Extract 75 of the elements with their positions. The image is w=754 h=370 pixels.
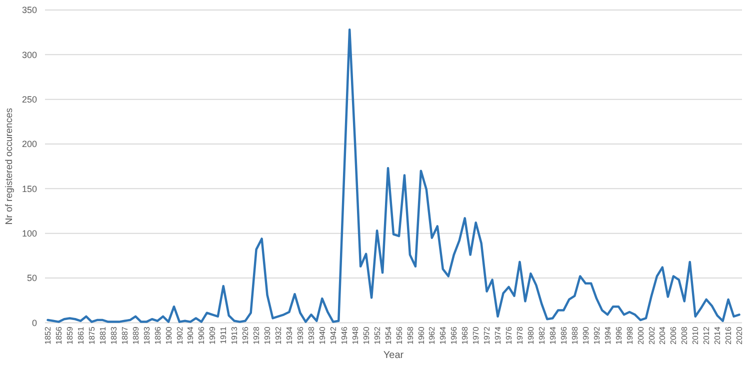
x-tick-label: 1859 bbox=[65, 326, 74, 344]
x-tick-label: 1904 bbox=[186, 326, 196, 344]
x-tick-label: 1930 bbox=[263, 326, 272, 344]
x-tick-label: 1998 bbox=[625, 326, 634, 344]
x-tick-label: 2014 bbox=[713, 326, 722, 344]
x-tick-label: 1966 bbox=[450, 326, 459, 344]
x-tick-label: 1942 bbox=[328, 326, 338, 344]
x-tick-label: 1938 bbox=[306, 326, 316, 344]
x-tick-label: 1960 bbox=[416, 326, 426, 344]
y-axis-title: Nr of registered occurences bbox=[4, 108, 15, 225]
x-tick-label: 2000 bbox=[636, 326, 646, 344]
x-tick-label: 1926 bbox=[241, 326, 250, 344]
y-tick-label: 300 bbox=[22, 50, 37, 60]
y-tick-label: 100 bbox=[22, 228, 37, 239]
x-tick-label: 1996 bbox=[614, 326, 624, 344]
x-tick-label: 2016 bbox=[724, 326, 734, 344]
x-tick-label: 1881 bbox=[98, 326, 108, 344]
x-tick-label: 1968 bbox=[460, 326, 470, 344]
x-tick-label: 1984 bbox=[548, 326, 558, 344]
x-tick-label: 1952 bbox=[372, 326, 382, 344]
x-tick-label: 1946 bbox=[340, 326, 349, 344]
x-tick-label: 1900 bbox=[164, 326, 174, 344]
x-tick-label: 2004 bbox=[658, 326, 668, 344]
x-tick-label: 1956 bbox=[394, 326, 404, 344]
x-tick-label: 1852 bbox=[44, 326, 53, 344]
x-tick-label: 2012 bbox=[702, 326, 712, 344]
y-tick-label: 150 bbox=[22, 184, 37, 194]
x-tick-label: 1978 bbox=[516, 326, 525, 344]
y-tick-label: 200 bbox=[22, 139, 37, 150]
x-tick-label: 2020 bbox=[735, 326, 744, 344]
line-series bbox=[46, 28, 740, 323]
x-tick-label: 1980 bbox=[526, 326, 536, 344]
x-tick-label: 1994 bbox=[603, 326, 612, 344]
x-tick-label: 1954 bbox=[384, 326, 393, 344]
x-tick-label: 1986 bbox=[559, 326, 568, 344]
x-tick-label: 1909 bbox=[208, 326, 218, 344]
x-tick-label: 1856 bbox=[54, 326, 64, 344]
x-tick-label: 2010 bbox=[691, 326, 700, 344]
x-tick-label: 1964 bbox=[438, 326, 448, 344]
x-tick-label: 1861 bbox=[76, 326, 86, 344]
x-tick-label: 1875 bbox=[87, 326, 96, 344]
x-tick-label: 1992 bbox=[592, 326, 602, 344]
y-tick-label: 0 bbox=[32, 318, 37, 328]
x-tick-label: 1887 bbox=[120, 326, 130, 344]
x-tick-label: 1972 bbox=[482, 326, 492, 344]
x-tick-label: 1893 bbox=[142, 326, 152, 344]
x-tick-label: 2008 bbox=[680, 326, 690, 344]
x-tick-label: 1962 bbox=[428, 326, 437, 344]
x-tick-label: 1906 bbox=[197, 326, 206, 344]
x-tick-label: 1958 bbox=[406, 326, 415, 344]
x-tick-label: 1970 bbox=[472, 326, 481, 344]
x-tick-label: 1976 bbox=[504, 326, 514, 344]
x-tick-label: 1974 bbox=[494, 326, 503, 344]
x-tick-label: 1940 bbox=[318, 326, 327, 344]
x-tick-label: 1990 bbox=[581, 326, 590, 344]
x-tick-label: 1936 bbox=[296, 326, 305, 344]
x-tick-label: 1913 bbox=[230, 326, 240, 344]
x-tick-label: 1902 bbox=[175, 326, 184, 344]
x-tick-label: 1883 bbox=[109, 326, 118, 344]
x-tick-label: 2006 bbox=[669, 326, 678, 344]
x-tick-label: 1950 bbox=[362, 326, 371, 344]
x-tick-label: 1934 bbox=[285, 326, 294, 344]
y-tick-label: 350 bbox=[22, 5, 37, 16]
y-tick-label: 250 bbox=[22, 94, 37, 104]
x-tick-label: 2002 bbox=[647, 326, 656, 344]
x-tick-label: 1982 bbox=[537, 326, 546, 344]
x-tick-label: 1889 bbox=[131, 326, 140, 344]
x-tick-label: 1896 bbox=[153, 326, 162, 344]
y-tick-label: 50 bbox=[26, 273, 37, 284]
x-tick-label: 1988 bbox=[570, 326, 580, 344]
x-axis-title: Year bbox=[383, 350, 404, 361]
x-tick-label: 1948 bbox=[350, 326, 360, 344]
x-tick-label: 1911 bbox=[219, 326, 228, 344]
x-tick-label: 1928 bbox=[252, 326, 262, 344]
x-tick-label: 1932 bbox=[274, 326, 284, 344]
